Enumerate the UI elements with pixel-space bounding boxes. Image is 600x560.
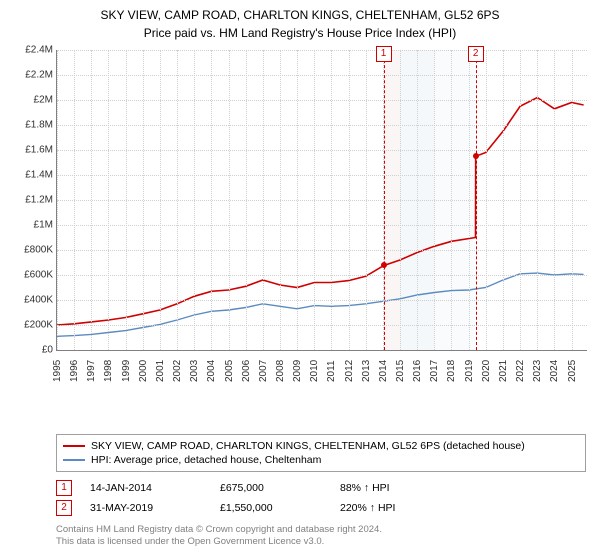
event-marker-dot: [473, 153, 479, 159]
y-tick-label: £2.4M: [13, 44, 53, 55]
x-tick-label: 2016: [412, 359, 423, 381]
x-tick-label: 2010: [309, 359, 320, 381]
x-tick-label: 2003: [189, 359, 200, 381]
x-tick-label: 2021: [498, 359, 509, 381]
x-tick-label: 1998: [103, 359, 114, 381]
event-badge: 1: [56, 480, 72, 496]
event-date: 31-MAY-2019: [90, 502, 220, 514]
event-price: £675,000: [220, 482, 340, 494]
x-tick-label: 2017: [429, 359, 440, 381]
chart-subtitle: Price paid vs. HM Land Registry's House …: [12, 26, 588, 40]
event-price: £1,550,000: [220, 502, 340, 514]
x-tick-label: 2014: [378, 359, 389, 381]
x-tick-label: 2018: [446, 359, 457, 381]
x-tick-label: 2006: [241, 359, 252, 381]
x-tick-label: 2001: [155, 359, 166, 381]
x-tick-label: 2020: [481, 359, 492, 381]
y-tick-label: £1.8M: [13, 119, 53, 130]
x-tick-label: 2005: [224, 359, 235, 381]
event-row: 2 31-MAY-2019£1,550,000220% ↑ HPI: [56, 498, 586, 518]
event-pct: 220% ↑ HPI: [340, 502, 395, 514]
y-tick-label: £0: [13, 344, 53, 355]
x-tick-label: 2015: [395, 359, 406, 381]
legend-item: HPI: Average price, detached house, Chel…: [63, 453, 579, 467]
legend-swatch: [63, 445, 85, 447]
x-tick-label: 2019: [464, 359, 475, 381]
chart-title: SKY VIEW, CAMP ROAD, CHARLTON KINGS, CHE…: [12, 8, 588, 24]
x-tick-label: 2022: [515, 359, 526, 381]
event-date: 14-JAN-2014: [90, 482, 220, 494]
y-tick-label: £1.6M: [13, 144, 53, 155]
y-tick-label: £2M: [13, 94, 53, 105]
x-tick-label: 2013: [361, 359, 372, 381]
x-tick-label: 2009: [292, 359, 303, 381]
legend-swatch: [63, 459, 85, 461]
copyright: Contains HM Land Registry data © Crown c…: [56, 524, 586, 549]
y-tick-label: £1.2M: [13, 194, 53, 205]
event-marker-line: [384, 50, 385, 350]
y-tick-label: £600K: [13, 269, 53, 280]
copyright-line: Contains HM Land Registry data © Crown c…: [56, 524, 586, 536]
x-tick-label: 2012: [344, 359, 355, 381]
legend-label: SKY VIEW, CAMP ROAD, CHARLTON KINGS, CHE…: [91, 440, 525, 452]
event-table: 1 14-JAN-2014£675,00088% ↑ HPI 2 31-MAY-201…: [56, 478, 586, 518]
x-tick-label: 2004: [206, 359, 217, 381]
x-tick-label: 2011: [326, 360, 337, 382]
event-pct: 88% ↑ HPI: [340, 482, 390, 494]
y-tick-label: £1M: [13, 219, 53, 230]
y-tick-label: £200K: [13, 319, 53, 330]
x-tick-label: 1995: [52, 359, 63, 381]
x-tick-label: 1997: [86, 359, 97, 381]
y-tick-label: £2.2M: [13, 69, 53, 80]
y-tick-label: £1.4M: [13, 169, 53, 180]
legend: SKY VIEW, CAMP ROAD, CHARLTON KINGS, CHE…: [56, 434, 586, 472]
x-tick-label: 2000: [138, 359, 149, 381]
y-tick-label: £800K: [13, 244, 53, 255]
x-tick-label: 1996: [69, 359, 80, 381]
legend-label: HPI: Average price, detached house, Chel…: [91, 454, 321, 466]
event-marker-dot: [381, 262, 387, 268]
event-row: 1 14-JAN-2014£675,00088% ↑ HPI: [56, 478, 586, 498]
x-tick-label: 1999: [121, 359, 132, 381]
plot-region: £0£200K£400K£600K£800K£1M£1.2M£1.4M£1.6M…: [56, 50, 587, 351]
x-tick-label: 2023: [532, 359, 543, 381]
event-marker-badge: 1: [376, 46, 392, 62]
event-marker-badge: 2: [468, 46, 484, 62]
y-tick-label: £400K: [13, 294, 53, 305]
x-tick-label: 2002: [172, 359, 183, 381]
x-tick-label: 2024: [549, 359, 560, 381]
x-tick-label: 2025: [567, 359, 578, 381]
x-tick-label: 2008: [275, 359, 286, 381]
series-line: [57, 97, 584, 325]
event-badge: 2: [56, 500, 72, 516]
legend-item: SKY VIEW, CAMP ROAD, CHARLTON KINGS, CHE…: [63, 439, 579, 453]
x-tick-label: 2007: [258, 359, 269, 381]
copyright-line: This data is licensed under the Open Gov…: [56, 536, 586, 548]
event-marker-line: [476, 50, 477, 350]
chart-area: £0£200K£400K£600K£800K£1M£1.2M£1.4M£1.6M…: [56, 50, 586, 390]
